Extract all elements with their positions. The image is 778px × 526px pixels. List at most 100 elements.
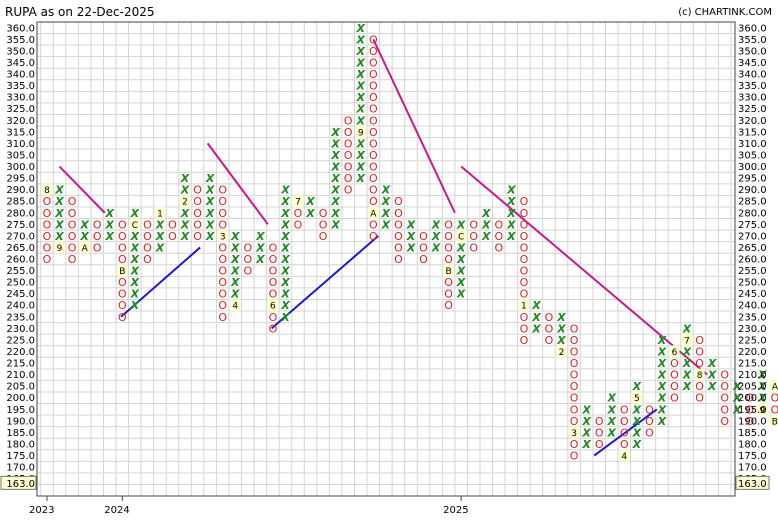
o-mark: O [570,334,579,347]
y-tick-label-right: 325.0 [738,104,767,115]
grid [37,21,735,497]
y-tick-label-left: 290.0 [6,185,35,196]
o-mark: O [68,241,77,254]
x-mark: X [356,56,366,69]
o-mark: O [695,334,704,347]
o-mark: O [520,265,529,278]
x-mark: X [506,218,516,231]
y-tick-label-left: 200.0 [6,393,35,404]
x-mark: X [130,299,140,312]
y-tick-label-right: 270.0 [738,231,767,242]
month-marker: A [772,383,778,393]
y-tick-label-left: 350.0 [6,46,35,57]
month-marker-box [569,426,580,439]
o-mark: O [394,253,403,266]
o-mark: O [218,207,227,220]
x-mark: X [456,253,466,266]
o-mark: O [369,195,378,208]
o-mark: O [520,253,529,266]
month-marker-box [769,414,778,427]
month-marker: B [446,267,452,277]
o-mark: O [243,241,252,254]
o-mark: O [68,230,77,243]
o-mark: O [595,415,604,428]
o-mark: O [43,218,52,231]
x-mark: X [381,184,391,197]
o-mark: O [43,230,52,243]
o-mark: O [344,184,353,197]
o-mark: O [520,311,529,324]
o-mark: O [218,276,227,289]
x-mark: X [356,161,366,174]
y-tick-label-left: 215.0 [6,359,35,370]
o-mark: O [243,253,252,266]
y-tick-label-right: 310.0 [738,139,767,150]
y-tick-label-right: 320.0 [738,116,767,127]
trendline [206,142,269,225]
o-mark: O [620,415,629,428]
x-mark: X [657,392,667,405]
o-mark: O [520,241,529,254]
o-mark: O [218,241,227,254]
x-mark: X [506,230,516,243]
y-tick-label-right: 215.0 [738,359,767,370]
o-mark: O [419,230,428,243]
o-mark: O [193,230,202,243]
month-marker-box [54,241,65,254]
x-mark: X [657,334,667,347]
o-mark: O [670,392,679,405]
last-price-box-left [0,475,37,490]
o-mark: O [243,265,252,278]
x-mark: X [657,403,667,416]
o-mark: O [520,207,529,220]
x-mark: X [180,218,190,231]
o-mark: O [670,369,679,382]
x-mark: X [330,207,340,220]
x-mark: X [632,426,642,439]
x-mark: X [682,322,692,335]
month-marker: 3 [220,232,226,242]
month-marker-box [443,264,454,277]
o-mark: O [771,392,778,405]
month-marker: B [772,417,778,427]
o-mark: O [143,241,152,254]
x-mark: X [330,218,340,231]
x-mark: X [280,184,290,197]
x-mark: X [230,230,240,243]
trendline [58,165,106,214]
o-mark: O [570,403,579,416]
x-mark: X [255,230,265,243]
y-tick-label-left: 255.0 [6,266,35,277]
month-marker-box [79,241,90,254]
x-mark: X [130,276,140,289]
x-tick-label: 2023 [29,505,54,516]
y-tick-label-right: 230.0 [738,324,767,335]
x-mark: X [280,230,290,243]
x-mark: X [130,265,140,278]
month-marker: 9 [358,128,364,138]
o-mark: O [771,403,778,416]
y-axis-right: 165.0170.0175.0180.0185.0190.0195.0200.0… [735,23,770,490]
o-mark: O [68,253,77,266]
y-tick-label-left: 335.0 [6,81,35,92]
x-mark: X [280,253,290,266]
o-mark: O [444,230,453,243]
x-mark: X [657,345,667,358]
x-mark: X [356,68,366,81]
o-mark: O [745,415,754,428]
o-mark: O [369,103,378,116]
month-marker: 1 [521,302,527,312]
y-tick-label-left: 175.0 [6,451,35,462]
o-mark: O [319,230,328,243]
y-tick-label-right: 235.0 [738,312,767,323]
o-mark: O [369,161,378,174]
chart-marks: OOOOOO89XXXXXOOOOOOAXXOOOXXXOOOOBOOOOXXX… [42,22,778,463]
y-tick-label-right: 185.0 [738,428,767,439]
o-mark: O [369,184,378,197]
x-mark: X [280,195,290,208]
x-mark: X [79,218,89,231]
y-tick-label-left: 305.0 [6,150,35,161]
x-mark: X [180,207,190,220]
x-mark: X [757,392,767,405]
o-mark: O [369,126,378,139]
